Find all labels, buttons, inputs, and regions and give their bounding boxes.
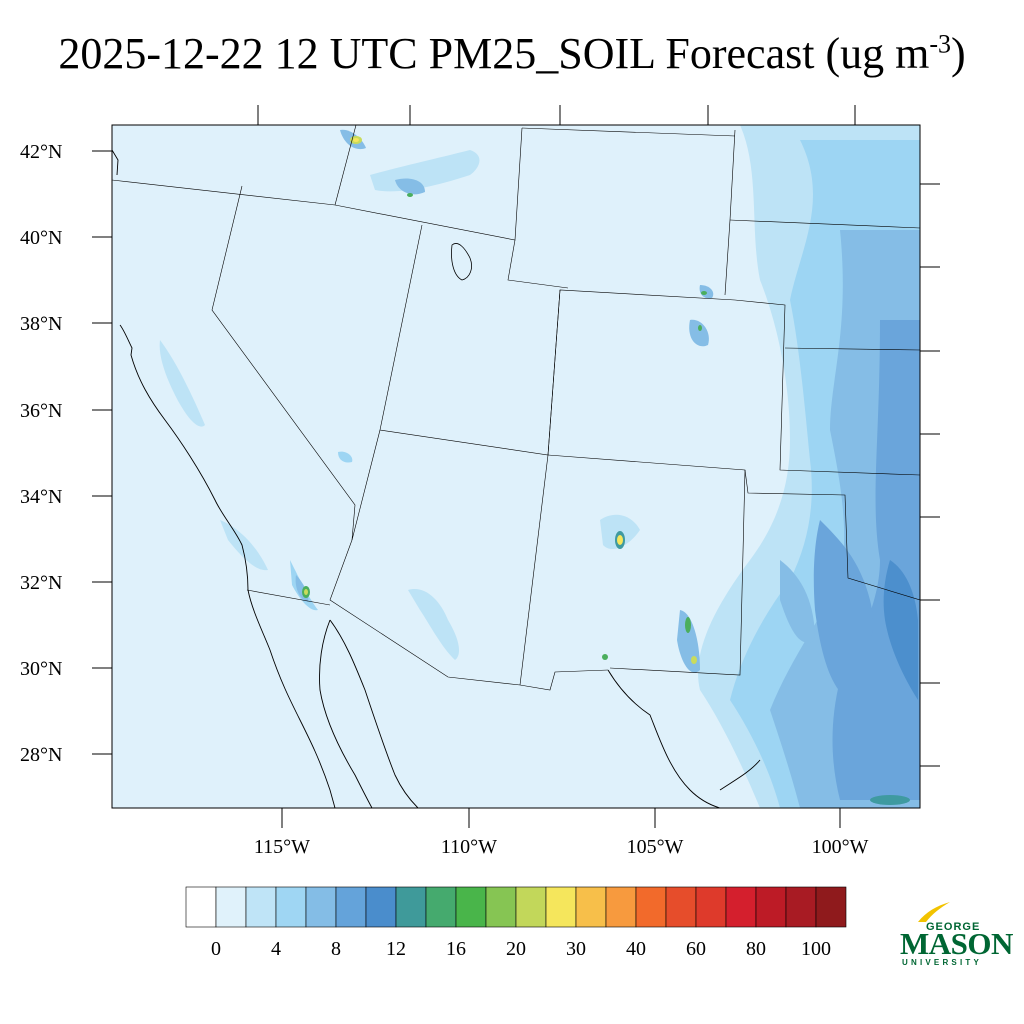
colorbar-label: 30 <box>566 938 586 960</box>
colorbar-swatch <box>605 886 637 928</box>
colorbar-swatch <box>335 886 367 928</box>
colorbar-label: 12 <box>386 938 406 960</box>
lon-label: 100°W <box>812 836 869 858</box>
field-patch <box>338 451 353 463</box>
colorbar-label: 20 <box>506 938 526 960</box>
logo-swoosh-icon <box>918 902 950 922</box>
colorbar-swatch <box>275 886 307 928</box>
hotspot <box>602 654 608 660</box>
colorbar-labels: 0 4 8 12 16 20 30 40 60 80 100 <box>211 938 831 960</box>
colorbar-label: 60 <box>686 938 706 960</box>
baja-east-coast <box>319 619 373 808</box>
lat-label: 28°N <box>20 744 62 766</box>
logo-text-mason: MASON <box>900 926 1013 961</box>
lat-label: 42°N <box>20 141 62 163</box>
logo-text-university: UNIVERSITY <box>902 958 983 967</box>
left-ticks <box>92 150 112 755</box>
colorbar-label: 80 <box>746 938 766 960</box>
colorbar-swatch <box>215 886 247 928</box>
pacific-coastline <box>112 149 336 808</box>
field-level-8b <box>813 520 873 700</box>
colorbar-swatch <box>815 886 847 928</box>
colorbar-label: 40 <box>626 938 646 960</box>
gmu-logo: GEORGE MASON UNIVERSITY <box>896 900 1013 972</box>
colorbar-swatch <box>695 886 727 928</box>
colorbar-swatch <box>395 886 427 928</box>
great-salt-lake <box>451 243 472 281</box>
colorbar-label: 100 <box>801 938 831 960</box>
colorbar-swatch <box>785 886 817 928</box>
field-patch <box>689 319 709 347</box>
map-frame <box>111 124 921 809</box>
colorbar-swatch <box>365 886 397 928</box>
forecast-field <box>112 125 920 808</box>
colorbar-swatch <box>755 886 787 928</box>
colorbar-swatch <box>425 886 457 928</box>
colorbar <box>185 886 847 928</box>
state-boundaries <box>112 125 920 691</box>
hotspot-core <box>617 535 623 545</box>
field-level-10 <box>883 560 918 700</box>
hotspot <box>701 291 707 295</box>
colorbar-swatch <box>515 886 547 928</box>
colorbar-label: 16 <box>446 938 466 960</box>
colorbar-label: 4 <box>271 938 281 960</box>
field-patch <box>699 285 714 299</box>
field-patch <box>159 340 205 427</box>
lat-label: 34°N <box>20 486 62 508</box>
hotspot-core <box>304 589 308 595</box>
lon-label: 115°W <box>254 836 310 858</box>
bottom-ticks <box>281 808 841 828</box>
lat-label: 40°N <box>20 227 62 249</box>
field-patch <box>220 520 268 571</box>
hotspot-core <box>353 138 359 142</box>
rio-grande <box>607 669 761 808</box>
top-ticks <box>257 105 856 125</box>
lat-label: 38°N <box>20 313 62 335</box>
colorbar-swatch <box>545 886 577 928</box>
hotspot <box>698 325 702 331</box>
lon-label: 105°W <box>627 836 684 858</box>
map-title: 2025-12-22 12 UTC PM25_SOIL Forecast (ug… <box>58 29 966 78</box>
colorbar-swatch <box>635 886 667 928</box>
colorbar-swatch <box>185 886 217 928</box>
colorbar-swatch <box>665 886 697 928</box>
field-patch <box>395 178 425 195</box>
colorbar-swatch <box>305 886 337 928</box>
lon-label: 110°W <box>441 836 497 858</box>
colorbar-label: 8 <box>331 938 341 960</box>
hotspot <box>870 795 910 805</box>
field-level-6b <box>780 560 815 643</box>
colorbar-label: 0 <box>211 938 221 960</box>
logo-text-george: GEORGE <box>926 921 981 933</box>
lat-label: 36°N <box>20 400 62 422</box>
lat-label: 32°N <box>20 572 62 594</box>
colorbar-swatch <box>455 886 487 928</box>
lat-label: 30°N <box>20 658 62 680</box>
field-patch <box>408 589 460 660</box>
colorbar-swatch <box>245 886 277 928</box>
colorbar-swatch <box>575 886 607 928</box>
gulf-california-west <box>329 619 419 808</box>
colorbar-swatch <box>485 886 517 928</box>
hotspot <box>691 656 697 664</box>
hotspot <box>407 193 413 197</box>
right-ticks <box>920 183 940 767</box>
colorbar-swatch <box>725 886 757 928</box>
hotspot <box>685 617 691 633</box>
